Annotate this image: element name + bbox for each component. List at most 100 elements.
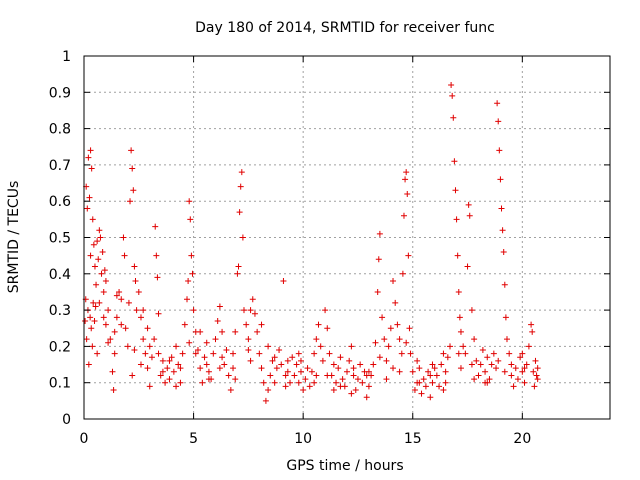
data-point <box>177 365 184 372</box>
data-point <box>494 100 501 107</box>
data-point <box>85 154 92 161</box>
data-point <box>91 317 98 324</box>
data-point <box>457 328 464 335</box>
data-point <box>493 365 500 372</box>
data-point <box>240 307 247 314</box>
data-point <box>155 350 162 357</box>
data-point <box>154 274 161 281</box>
data-point <box>390 365 397 372</box>
data-point <box>317 343 324 350</box>
data-point <box>521 379 528 386</box>
data-point <box>146 383 153 390</box>
data-point <box>131 263 138 270</box>
data-point <box>148 354 155 361</box>
data-point <box>383 357 390 364</box>
data-point <box>267 372 274 379</box>
data-point <box>297 357 304 364</box>
data-points <box>82 82 541 404</box>
data-point <box>304 365 311 372</box>
data-point <box>495 118 502 125</box>
data-point <box>91 263 98 270</box>
data-point <box>245 347 252 354</box>
data-point <box>87 314 94 321</box>
data-point <box>101 267 108 274</box>
data-point <box>140 336 147 343</box>
data-point <box>414 357 421 364</box>
data-point <box>137 314 144 321</box>
data-point <box>311 350 318 357</box>
data-point <box>402 176 409 183</box>
data-point <box>234 270 241 277</box>
data-point <box>376 354 383 361</box>
data-point <box>105 307 112 314</box>
data-point <box>121 252 128 259</box>
data-point <box>223 347 230 354</box>
data-point <box>372 339 379 346</box>
x-tick-label: 20 <box>513 431 531 447</box>
data-point <box>159 368 166 375</box>
data-point <box>175 361 182 368</box>
data-point <box>239 234 246 241</box>
data-point <box>416 365 423 372</box>
data-point <box>216 303 223 310</box>
data-point <box>282 372 289 379</box>
data-point <box>99 249 106 256</box>
data-point <box>468 307 475 314</box>
data-point <box>284 368 291 375</box>
data-point <box>477 361 484 368</box>
y-tick-label: 0.2 <box>49 339 71 355</box>
data-point <box>219 328 226 335</box>
data-point <box>431 365 438 372</box>
data-point <box>102 278 109 285</box>
y-tick-label: 0.3 <box>49 303 71 319</box>
data-point <box>273 365 280 372</box>
data-point <box>133 307 140 314</box>
data-point <box>462 350 469 357</box>
data-point <box>177 379 184 386</box>
data-point <box>287 379 294 386</box>
data-point <box>127 198 134 205</box>
data-point <box>429 361 436 368</box>
data-point <box>530 368 537 375</box>
data-point <box>265 386 272 393</box>
data-point <box>365 368 372 375</box>
data-point <box>120 234 127 241</box>
data-point <box>519 368 526 375</box>
data-point <box>214 317 221 324</box>
data-point <box>528 321 535 328</box>
data-point <box>157 372 164 379</box>
data-point <box>256 350 263 357</box>
data-point <box>84 205 91 212</box>
data-point <box>289 354 296 361</box>
data-point <box>436 383 443 390</box>
data-point <box>144 325 151 332</box>
data-point <box>519 350 526 357</box>
data-point <box>471 336 478 343</box>
data-point <box>363 394 370 401</box>
data-point <box>135 288 142 295</box>
data-point <box>506 350 513 357</box>
data-point <box>144 365 151 372</box>
data-point <box>185 278 192 285</box>
data-point <box>375 256 382 263</box>
data-point <box>280 278 287 285</box>
data-point <box>130 187 137 194</box>
data-point <box>330 361 337 368</box>
data-point <box>529 328 536 335</box>
data-point <box>503 336 510 343</box>
data-point <box>455 288 462 295</box>
x-tick-label: 15 <box>404 431 422 447</box>
axis-ticks <box>83 55 610 420</box>
data-point <box>251 310 258 317</box>
data-point <box>501 281 508 288</box>
data-point <box>152 223 159 230</box>
data-point <box>125 299 132 306</box>
data-point <box>151 336 158 343</box>
data-point <box>306 383 313 390</box>
data-point <box>265 343 272 350</box>
data-point <box>468 361 475 368</box>
data-point <box>442 379 449 386</box>
data-point <box>405 252 412 259</box>
data-point <box>496 147 503 154</box>
data-point <box>297 368 304 375</box>
